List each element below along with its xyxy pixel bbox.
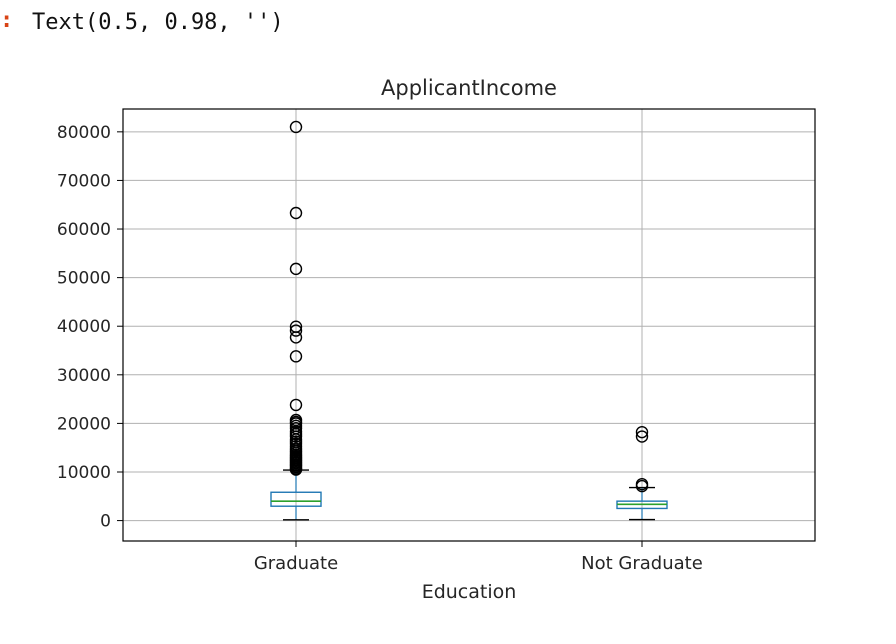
x-axis: Graduate Not Graduate [254,541,703,574]
outlier-point [289,320,303,333]
outlier-point [289,324,303,337]
outlier-point [289,398,303,412]
y-tick-label: 50000 [57,269,111,289]
grid-lines [123,109,815,541]
y-tick-label: 10000 [57,463,111,483]
outlier-point [289,262,303,276]
y-tick-label: 60000 [57,220,111,240]
x-axis-label: Education [422,581,517,603]
x-tick-label: Not Graduate [581,553,703,574]
box-group-graduate [270,120,322,521]
outlier-point [289,350,303,363]
outlier-point [635,430,649,443]
y-tick-label: 70000 [57,171,111,191]
x-tick-label: Graduate [254,553,338,574]
output-prompt: : [0,8,14,33]
y-axis: 0 10000 20000 30000 40000 50000 60000 70000 8000… [57,123,123,532]
box-group-not-graduate [616,425,668,521]
boxes [270,120,668,521]
box-iqr [270,491,322,507]
y-tick-label: 40000 [57,317,111,337]
outlier-point [635,425,649,439]
y-tick-label: 20000 [57,414,111,434]
outlier-point [289,413,303,427]
boxplot-chart: 0 10000 20000 30000 40000 50000 60000 70000 8000… [57,76,816,603]
y-tick-label: 30000 [57,366,111,386]
outlier-point [635,477,649,491]
output-text: Text(0.5, 0.98, '') [32,10,284,35]
outlier-point [289,206,303,220]
plot-frame [122,108,816,542]
y-tick-label: 0 [100,512,111,532]
outlier-point [289,120,303,134]
cell-output: : Text(0.5, 0.98, '') [0,4,896,40]
y-tick-label: 80000 [57,123,111,143]
chart-title: ApplicantIncome [381,76,557,100]
